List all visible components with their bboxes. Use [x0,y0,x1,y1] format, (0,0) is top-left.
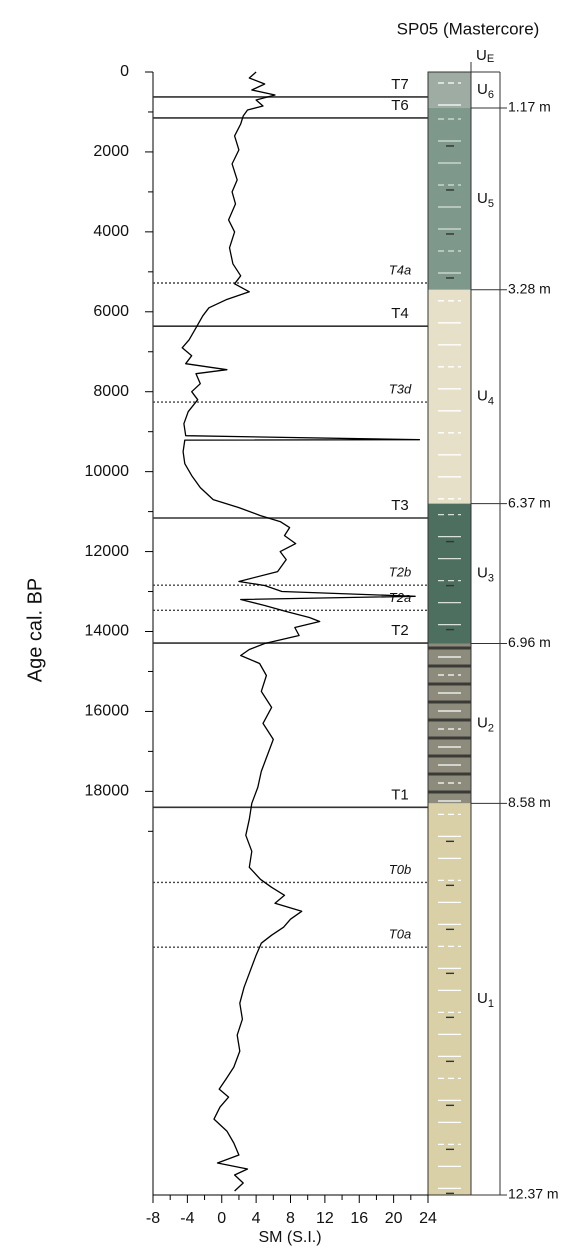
x-tick-label: 8 [286,1210,295,1227]
x-tick-label: 12 [316,1210,334,1227]
boundary-label: T4 [391,305,409,322]
unit-label: U1 [477,990,494,1010]
y-tick-label: 10000 [85,463,130,480]
unit-block [428,803,471,1195]
x-tick-label: 0 [217,1210,226,1227]
unit-block [428,503,471,644]
x-tick-label: 16 [350,1210,368,1227]
y-tick-label: 0 [120,63,129,80]
depth-label: 6.37 m [508,494,551,510]
unit-block [428,289,471,504]
y-tick-label: 8000 [93,383,129,400]
boundary-label: T0a [389,927,411,942]
depth-label: 12.37 m [508,1186,559,1202]
depth-label: 8.58 m [508,794,551,810]
y-tick-label: 14000 [85,623,130,640]
unit-label: U5 [477,190,494,210]
boundary-label: T3d [389,382,412,397]
x-tick-label: 20 [385,1210,403,1227]
unit-label: UE [476,47,494,65]
boundary-label: T0b [389,862,411,877]
boundary-label: T6 [391,97,409,114]
y-tick-label: 6000 [93,303,129,320]
unit-block [428,72,471,108]
depth-label: 3.28 m [508,281,551,297]
unit-label: U6 [477,81,494,101]
column-frame [427,71,472,1196]
unit-block [428,107,471,290]
boundary-label: T1 [391,786,409,803]
x-axis-label: SM (S.I.) [258,1229,321,1246]
y-tick-label: 16000 [85,703,130,720]
y-axis-label: Age cal. BP [24,578,46,683]
y-tick-label: 18000 [85,783,130,800]
boundary-label: T4a [389,262,411,277]
unit-block [428,643,471,804]
x-tick-label: -4 [180,1210,194,1227]
y-tick-label: 2000 [93,143,129,160]
y-tick-label: 4000 [93,223,129,240]
data-line [181,71,421,1192]
chart-title: SP05 (Mastercore) [397,19,540,38]
unit-label: U2 [477,714,494,734]
boundary-label: T7 [391,76,409,93]
y-tick-label: 12000 [85,543,130,560]
boundary-label: T2b [389,565,411,580]
x-tick-label: -8 [146,1210,160,1227]
x-tick-label: 4 [252,1210,261,1227]
x-tick-label: 24 [419,1210,437,1227]
depth-label: 6.96 m [508,634,551,650]
boundary-label: T3 [391,497,409,514]
boundary-label: T2 [391,622,409,639]
depth-label: 1.17 m [508,99,551,115]
unit-label: U4 [477,388,494,408]
unit-label: U3 [477,565,494,585]
boundary-label: T2a [389,590,411,605]
